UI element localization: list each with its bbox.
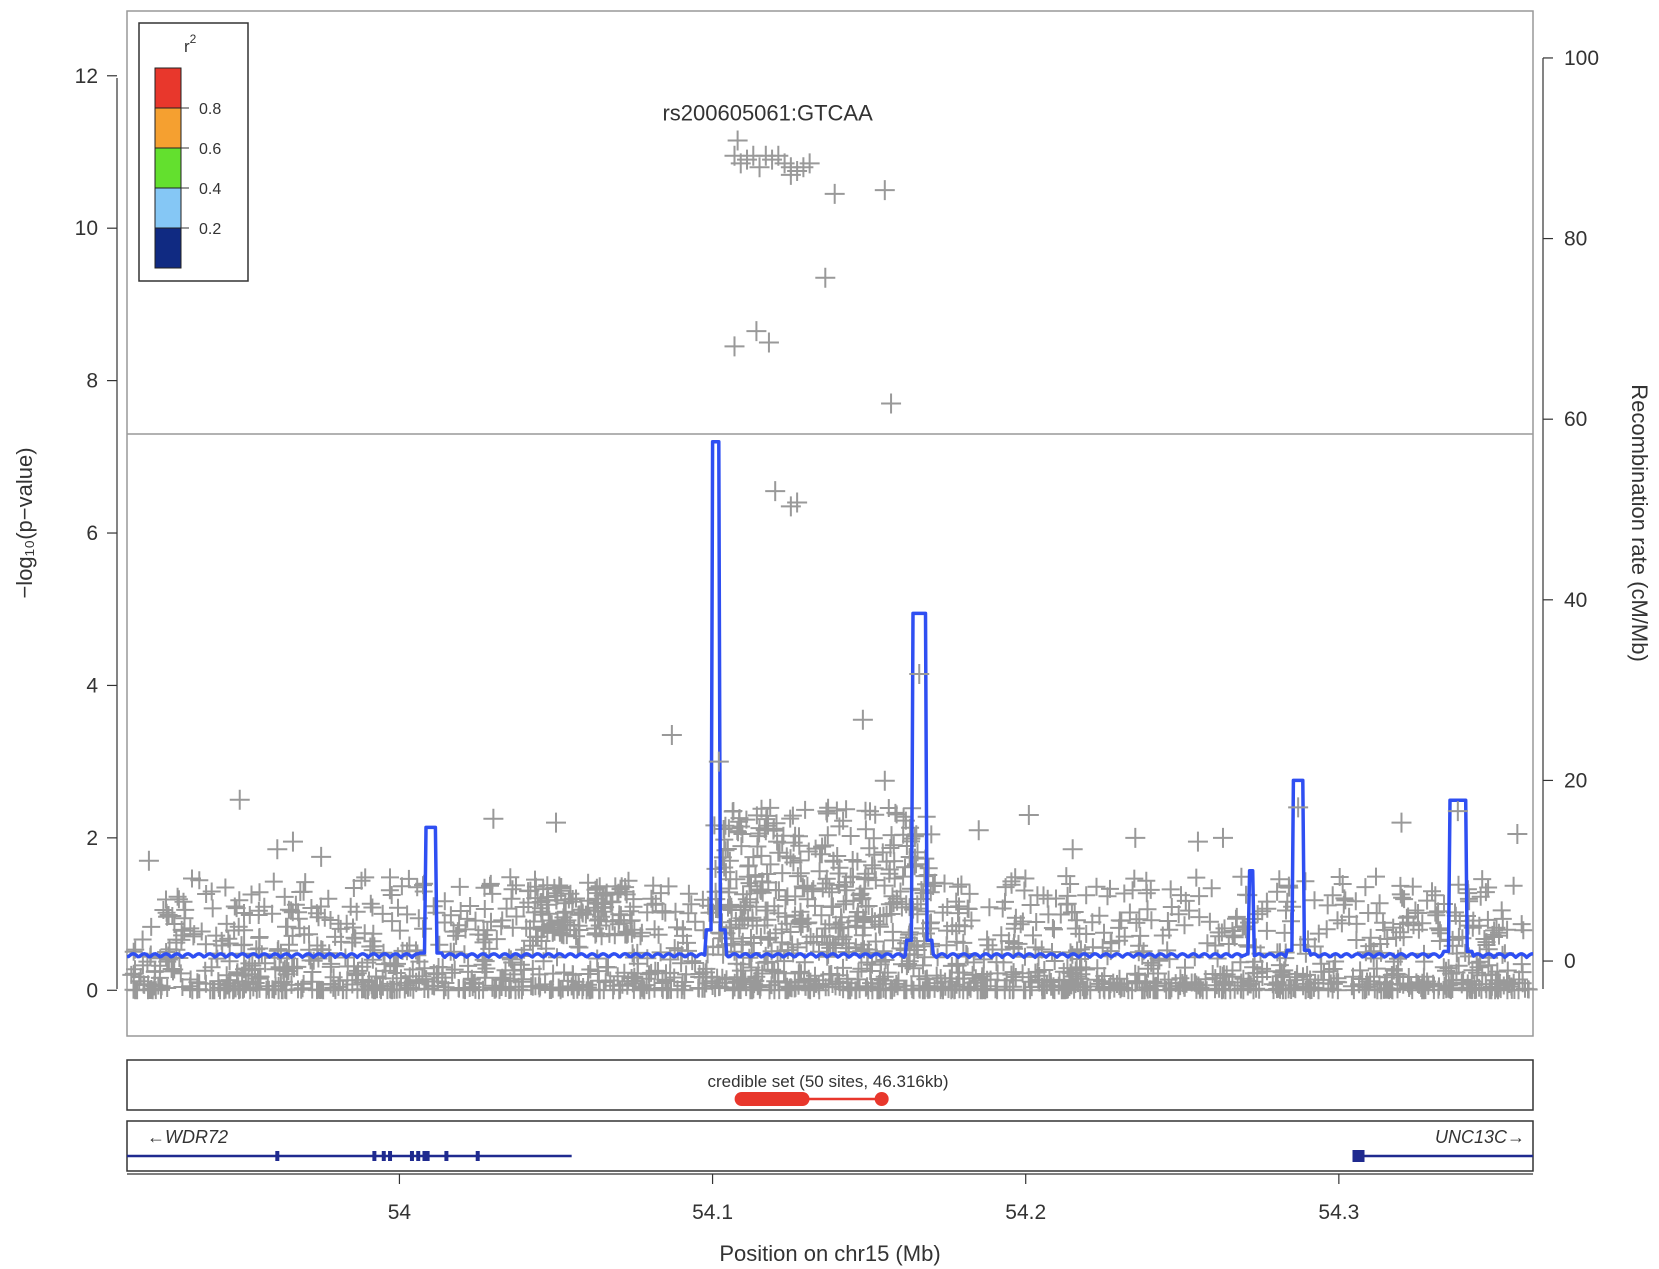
gene-track: ←WDR72 UNC13C→ xyxy=(127,1127,1533,1162)
snp-point xyxy=(746,321,767,342)
legend-label: 0.2 xyxy=(199,221,221,238)
r2-legend: r2 0.8 0.6 0.4 0.2 xyxy=(138,22,249,282)
gene-exon xyxy=(388,1151,393,1161)
snp-point xyxy=(755,820,776,841)
y2-tick-label: 60 xyxy=(1564,408,1587,431)
snp-point xyxy=(1447,801,1468,822)
recombination-rate-path xyxy=(126,440,1534,960)
legend-swatch xyxy=(154,187,182,229)
y2-tick-label: 80 xyxy=(1564,228,1587,251)
background-snp-points xyxy=(122,798,1538,1000)
gene-exon xyxy=(381,1151,386,1161)
snp-point xyxy=(1187,831,1208,852)
snp-point xyxy=(1125,827,1146,848)
top-snp-points xyxy=(138,130,1528,871)
snp-point xyxy=(724,336,745,357)
gene-exon xyxy=(1352,1150,1365,1162)
main-panel-frame xyxy=(126,10,1534,1037)
legend-swatch xyxy=(154,107,182,149)
credible-set-label: credible set (50 sites, 46.316kb) xyxy=(708,1072,949,1091)
legend-label: 0.8 xyxy=(199,101,221,118)
snp-point xyxy=(799,153,820,174)
legend-swatch xyxy=(154,147,182,189)
snp-point xyxy=(765,481,786,502)
gene-panel xyxy=(126,1120,1534,1172)
y-axis-right: 0 20 40 60 80 100 xyxy=(1542,47,1599,989)
y-tick-label: 8 xyxy=(86,370,98,393)
snp-point xyxy=(229,789,250,810)
y2-tick-label: 0 xyxy=(1564,950,1576,973)
snp-point xyxy=(968,820,989,841)
snp-point xyxy=(815,267,836,288)
legend-label: 0.4 xyxy=(199,181,221,198)
snp-point xyxy=(138,850,159,871)
x-tick-label: 54.1 xyxy=(692,1201,733,1224)
snp-point xyxy=(874,770,895,791)
snp-point xyxy=(708,751,729,772)
credible-set-site xyxy=(874,1092,889,1106)
snp-point xyxy=(661,724,682,745)
snp-point xyxy=(758,332,779,353)
snp-point xyxy=(1507,824,1528,845)
y-axis-left: 0 2 4 6 8 10 12 xyxy=(75,65,118,1002)
x-axis-label: Position on chr15 (Mb) xyxy=(719,1241,940,1266)
credible-set-panel xyxy=(126,1059,1534,1111)
gene-exon xyxy=(416,1151,421,1161)
credible-set-track xyxy=(734,1092,889,1106)
snp-point xyxy=(1288,797,1309,818)
y-tick-label: 10 xyxy=(75,217,98,240)
gene-exon xyxy=(475,1151,480,1161)
gene-label: ←WDR72 xyxy=(147,1127,228,1147)
x-tick-label: 54 xyxy=(388,1201,412,1224)
gene-exon xyxy=(275,1151,280,1161)
y-axis-label: −log₁₀(p−value) xyxy=(12,447,37,598)
snp-point xyxy=(1018,804,1039,825)
snp-point xyxy=(787,492,808,513)
lead-snp-label: rs200605061:GTCAA xyxy=(662,101,873,126)
x-tick-label: 54.3 xyxy=(1318,1201,1359,1224)
legend-label: 0.6 xyxy=(199,141,221,158)
x-tick-label: 54.2 xyxy=(1005,1201,1046,1224)
credible-set-dense-sites xyxy=(734,1092,810,1106)
snp-point xyxy=(824,183,845,204)
gene-exon xyxy=(409,1151,414,1161)
snp-point xyxy=(1391,812,1412,833)
y-tick-label: 2 xyxy=(86,827,98,850)
y-tick-label: 12 xyxy=(75,65,98,88)
legend-title: r2 xyxy=(184,32,197,56)
gene-exon xyxy=(444,1151,449,1161)
legend-swatch xyxy=(154,227,182,269)
snp-point xyxy=(1212,827,1233,848)
snp-point xyxy=(311,846,332,867)
legend-swatch xyxy=(154,67,182,109)
snp-point xyxy=(874,180,895,201)
y2-tick-label: 20 xyxy=(1564,769,1587,792)
recombination-rate-line xyxy=(126,440,1534,960)
snp-point xyxy=(852,709,873,730)
snp-point xyxy=(1062,839,1083,860)
snp-point xyxy=(483,808,504,829)
gene-exon xyxy=(422,1151,427,1161)
gene-exon xyxy=(372,1151,377,1161)
snp-point xyxy=(267,839,288,860)
background-snp-point xyxy=(122,798,1538,1000)
snp-point xyxy=(727,130,748,151)
gene-exon xyxy=(425,1151,430,1161)
gene-label: UNC13C→ xyxy=(1435,1127,1525,1147)
y-tick-label: 0 xyxy=(86,979,98,1002)
snp-point xyxy=(546,812,567,833)
snp-point xyxy=(909,664,930,685)
snp-point xyxy=(282,831,303,852)
y-tick-label: 6 xyxy=(86,522,98,545)
y2-tick-label: 40 xyxy=(1564,589,1587,612)
snp-point xyxy=(881,393,902,414)
y-tick-label: 4 xyxy=(86,674,98,697)
y2-tick-label: 100 xyxy=(1564,47,1599,70)
snp-point xyxy=(780,164,801,185)
snp-point xyxy=(749,157,770,178)
y2-axis-label: Recombination rate (cM/Mb) xyxy=(1627,384,1652,662)
x-axis: 54 54.1 54.2 54.3 xyxy=(127,1173,1533,1224)
